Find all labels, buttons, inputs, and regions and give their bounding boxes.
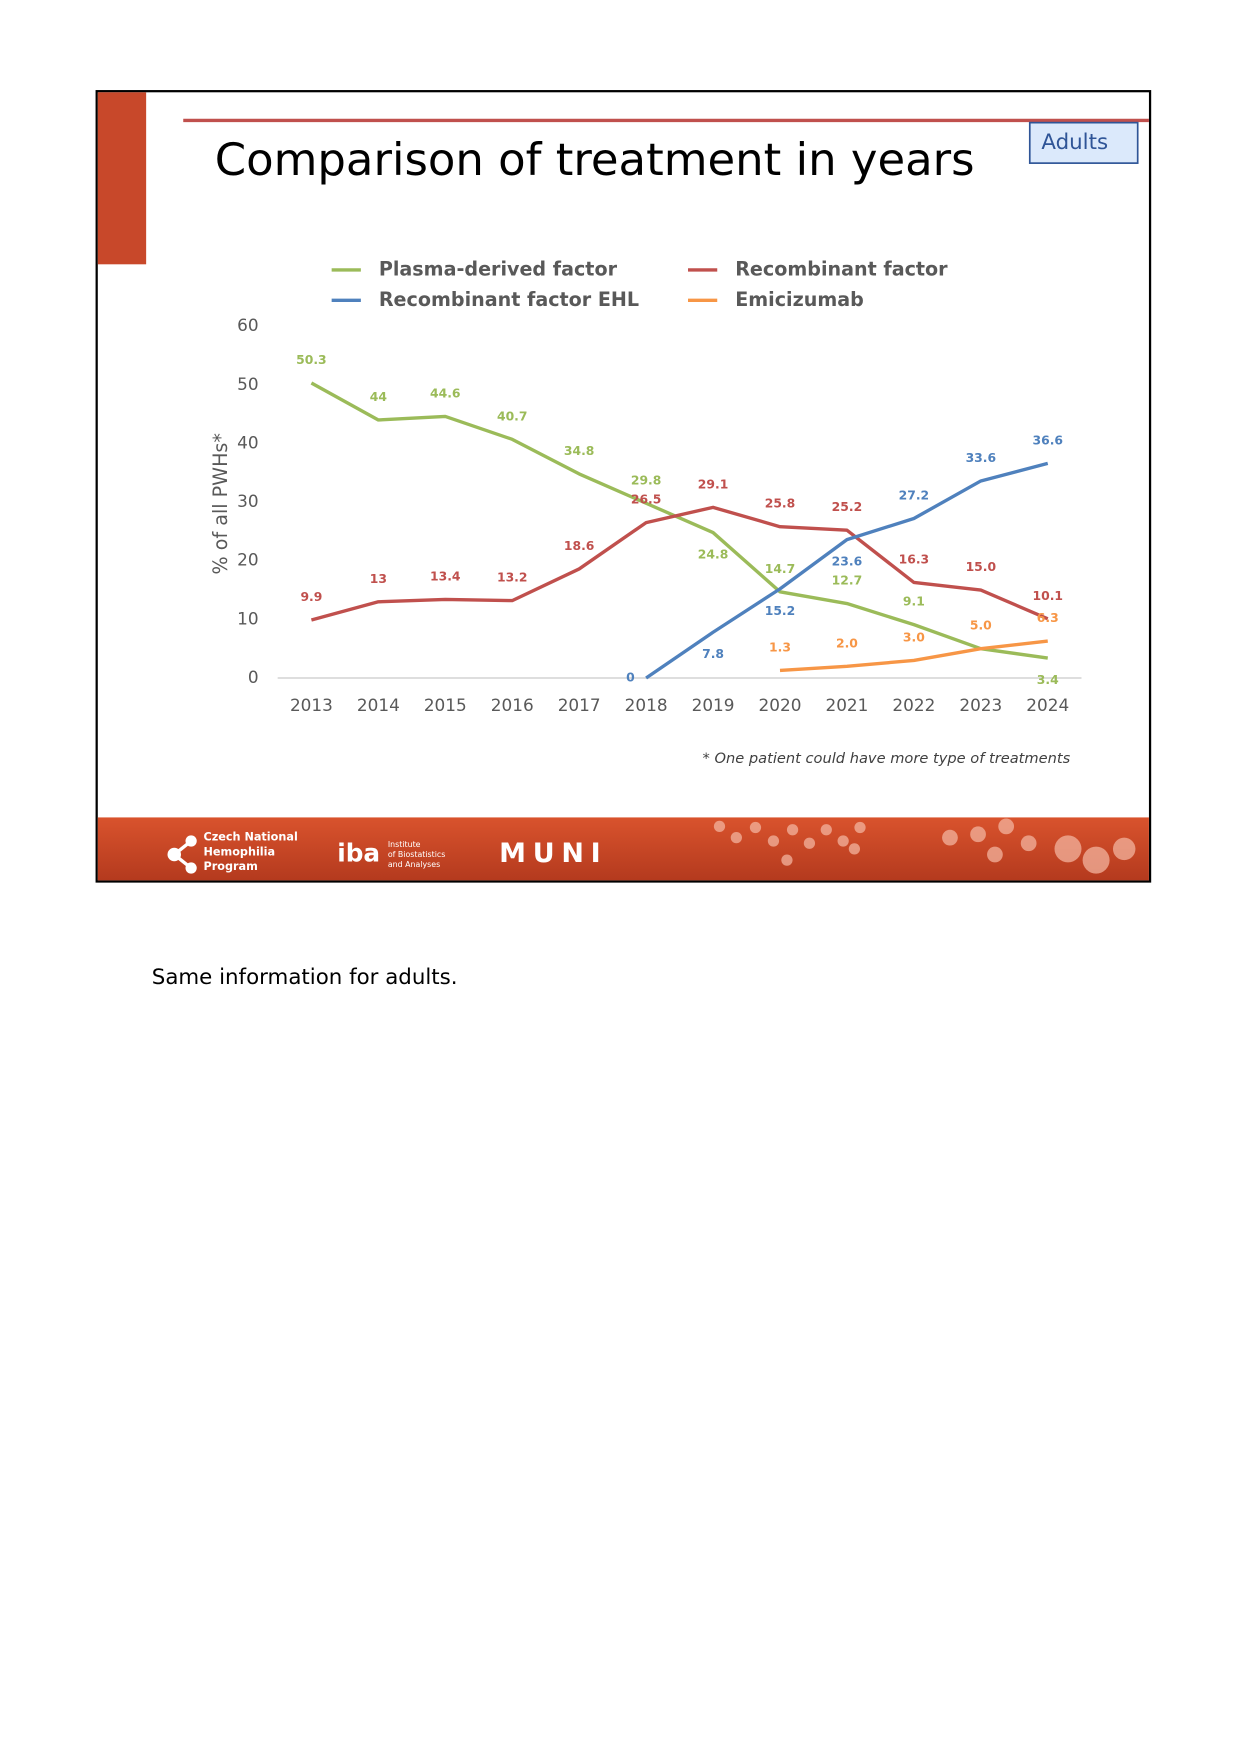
- x-tick-label: 2013: [290, 695, 333, 715]
- footer-program: Program: [203, 860, 257, 873]
- data-label: 9.1: [903, 595, 925, 609]
- x-tick-label: 2024: [1026, 695, 1069, 715]
- data-label: 0: [626, 671, 635, 685]
- data-label: 12.7: [832, 574, 863, 588]
- x-tick-label: 2022: [892, 695, 935, 715]
- data-label: 16.3: [899, 552, 930, 566]
- y-axis-label: % of all PWHs*: [209, 433, 232, 574]
- data-label: 50.3: [296, 353, 327, 367]
- data-label: 29.8: [631, 473, 662, 487]
- data-label: 24.8: [698, 548, 729, 562]
- badge: [1028, 121, 1139, 164]
- footer-institute: and Analyses: [388, 860, 440, 869]
- series-line: [779, 639, 1048, 673]
- x-tick-label: 2021: [825, 695, 868, 715]
- chart-title: Comparison of treatment in years: [215, 133, 975, 186]
- data-label: 13.4: [430, 569, 461, 583]
- data-label: 40.7: [497, 409, 528, 423]
- x-tick-label: 2019: [692, 695, 735, 715]
- x-tick-label: 2016: [491, 695, 534, 715]
- y-tick-label: 0: [248, 667, 259, 687]
- data-label: 25.2: [832, 500, 863, 514]
- data-label: 3.4: [1037, 673, 1059, 687]
- footer-dots: [713, 818, 1136, 874]
- footer-iba: iba: [337, 839, 380, 868]
- data-label: 33.6: [966, 451, 997, 465]
- y-tick-label: 40: [237, 432, 258, 452]
- program-logo: [167, 835, 197, 874]
- footer-institute: Institute: [388, 840, 421, 849]
- data-label: 1.3: [769, 640, 791, 654]
- data-label: 2.0: [836, 636, 858, 650]
- footer-program: Hemophilia: [203, 845, 275, 858]
- caption: Same information for adults.: [152, 965, 458, 990]
- legend-label: Plasma-derived factor: [379, 257, 618, 280]
- x-tick-label: 2020: [759, 695, 802, 715]
- data-label: 5.0: [970, 619, 992, 633]
- data-label: 7.8: [702, 647, 724, 661]
- footer-institute: of Biostatistics: [388, 850, 446, 859]
- data-label: 15.0: [966, 560, 997, 574]
- x-tick-label: 2018: [625, 695, 668, 715]
- data-label: 14.7: [765, 562, 796, 576]
- x-tick-label: 2014: [357, 695, 400, 715]
- data-label: 27.2: [899, 489, 930, 503]
- footer-program: Czech National: [203, 831, 297, 844]
- y-tick-label: 30: [237, 491, 258, 511]
- data-label: 13.2: [497, 571, 528, 585]
- series-line: [310, 505, 1049, 622]
- legend-label: Recombinant factor EHL: [379, 288, 639, 311]
- badge-label: Adults: [1041, 130, 1108, 155]
- data-label: 9.9: [300, 590, 322, 604]
- x-tick-label: 2023: [959, 695, 1002, 715]
- x-tick-label: 2017: [558, 695, 601, 715]
- data-label: 25.8: [765, 497, 796, 511]
- y-tick-label: 60: [237, 315, 258, 335]
- data-label: 44.6: [430, 386, 461, 400]
- series-line: [310, 381, 1048, 660]
- legend-label: Recombinant factor: [735, 257, 948, 280]
- data-label: 18.6: [564, 539, 595, 553]
- data-label: 3.0: [903, 630, 925, 644]
- data-label: 13: [370, 572, 387, 586]
- data-label: 44: [370, 390, 388, 404]
- accent-block: [97, 92, 147, 265]
- data-label: 23.6: [832, 555, 863, 569]
- series-line: [645, 461, 1049, 680]
- data-label: 36.6: [1033, 433, 1064, 447]
- data-label: 6.3: [1037, 611, 1059, 625]
- footer-muni: MUNI: [499, 838, 607, 869]
- data-label: 29.1: [698, 477, 729, 491]
- y-tick-label: 20: [237, 550, 258, 570]
- data-label: 34.8: [564, 444, 595, 458]
- data-label: 26.5: [631, 493, 662, 507]
- data-label: 10.1: [1033, 589, 1064, 603]
- x-tick-label: 2015: [424, 695, 467, 715]
- data-label: 15.2: [765, 604, 796, 618]
- y-tick-label: 10: [237, 608, 258, 628]
- y-tick-label: 50: [237, 374, 258, 394]
- legend-label: Emicizumab: [735, 288, 864, 311]
- footnote: * One patient could have more type of tr…: [703, 750, 1071, 767]
